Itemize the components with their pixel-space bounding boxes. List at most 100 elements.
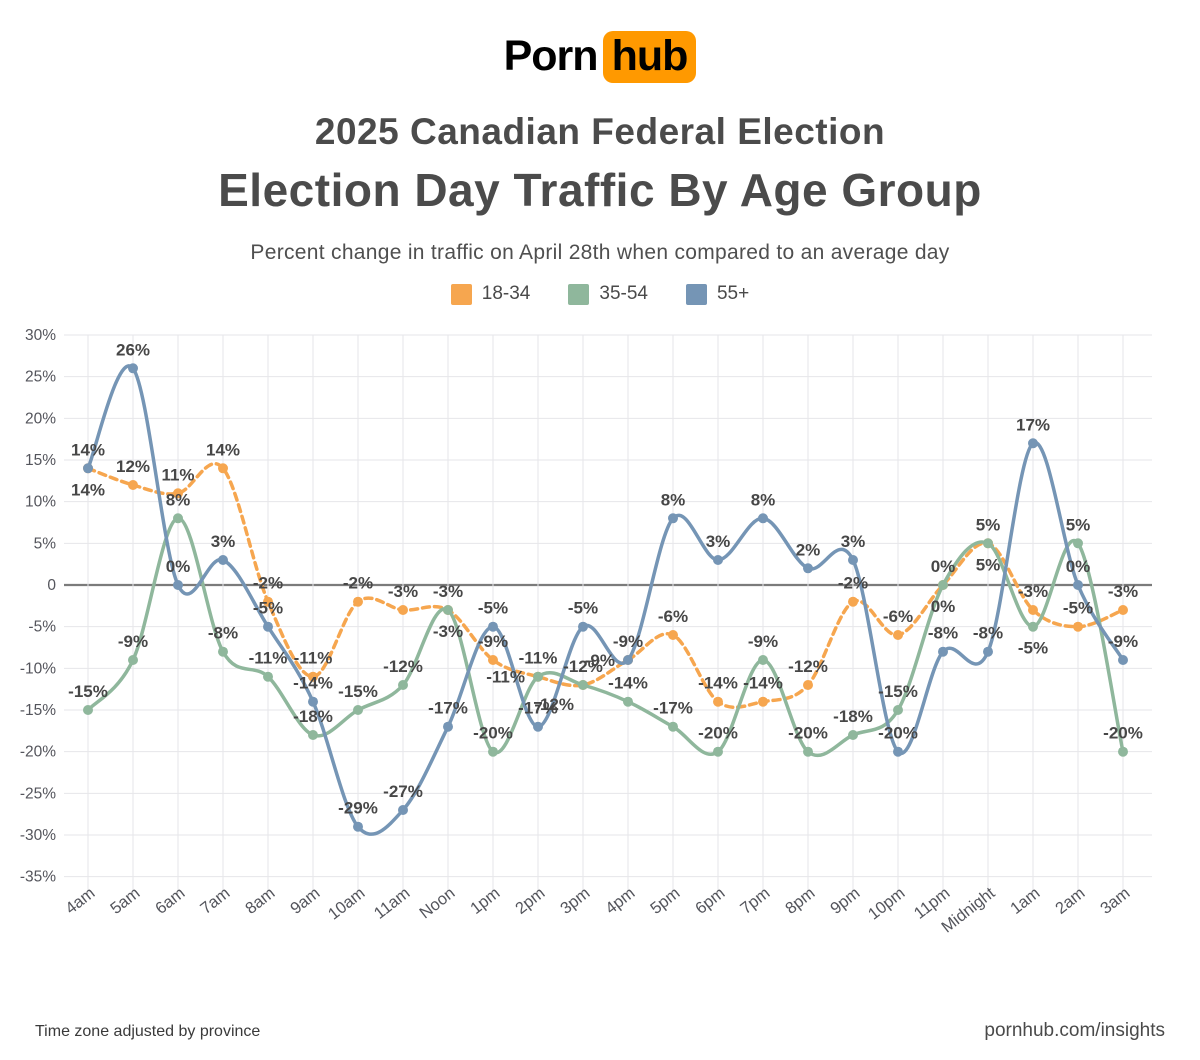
header: Porn hub 2025 Canadian Federal Election E… xyxy=(0,0,1200,305)
pornhub-logo: Porn hub xyxy=(503,31,697,83)
x-axis-tick-label: 1pm xyxy=(467,884,503,918)
legend-item-18-34: 18-34 xyxy=(450,283,531,305)
data-label-35-54: -5% xyxy=(1018,639,1048,658)
data-point-55+ xyxy=(803,563,813,574)
x-axis-tick-label: 4am xyxy=(62,884,98,918)
data-label-18-34: -9% xyxy=(585,651,615,670)
data-point-35-54 xyxy=(938,580,948,590)
data-label-55+: -5% xyxy=(478,599,508,618)
data-label-35-54: -15% xyxy=(68,682,108,701)
data-point-35-54 xyxy=(1118,746,1128,757)
data-label-18-34: -11% xyxy=(294,649,333,668)
data-point-55+ xyxy=(173,580,183,590)
x-axis-tick-label: 10am xyxy=(325,884,369,924)
data-label-35-54: 5% xyxy=(976,515,1001,534)
data-label-55+: -5% xyxy=(568,599,598,618)
data-point-35-54 xyxy=(488,746,498,757)
data-point-35-54 xyxy=(893,705,903,715)
data-label-55+: -17% xyxy=(428,699,468,718)
data-point-55+ xyxy=(623,655,633,665)
data-label-55+: -20% xyxy=(878,724,918,743)
x-axis-tick-label: 6am xyxy=(152,884,188,918)
footer-note: Time zone adjusted by province xyxy=(35,1023,261,1040)
x-axis-tick-label: 2am xyxy=(1052,884,1088,918)
data-label-18-34: -6% xyxy=(658,607,688,626)
data-label-35-54: -18% xyxy=(833,707,873,726)
data-point-35-54 xyxy=(173,513,183,524)
data-point-55+ xyxy=(488,621,498,632)
data-point-18-34 xyxy=(263,596,273,607)
y-axis-tick-label: -10% xyxy=(20,660,56,677)
legend-swatch-18-34 xyxy=(450,283,472,305)
page-title: Election Day Traffic By Age Group xyxy=(218,164,982,216)
data-label-18-34: -9% xyxy=(478,632,508,651)
data-point-55+ xyxy=(983,646,993,657)
data-point-18-34 xyxy=(893,630,903,640)
data-point-35-54 xyxy=(1073,538,1083,549)
data-label-18-34: -3% xyxy=(388,582,418,601)
data-point-18-34 xyxy=(128,480,138,490)
data-point-18-34 xyxy=(1073,621,1083,632)
legend-item-35-54: 35-54 xyxy=(568,283,648,305)
data-label-35-54: -20% xyxy=(788,724,828,743)
x-axis-tick-label: 3pm xyxy=(557,884,593,918)
data-label-55+: -8% xyxy=(973,624,1003,643)
data-label-18-34: 5% xyxy=(976,555,1001,574)
data-label-18-34: -12% xyxy=(563,657,603,676)
data-label-35-54: 5% xyxy=(1066,515,1091,534)
data-label-35-54: -17% xyxy=(653,699,693,718)
data-point-55+ xyxy=(668,513,678,524)
x-axis-tick-label: 10pm xyxy=(865,884,909,924)
series-line-55+ xyxy=(86,364,1125,836)
data-point-18-34 xyxy=(758,696,768,707)
x-axis-tick-label: Noon xyxy=(416,884,458,922)
legend-swatch-55+ xyxy=(685,283,707,305)
data-point-18-34 xyxy=(1118,605,1128,615)
data-point-35-54 xyxy=(263,671,273,682)
data-label-18-34: -3% xyxy=(1108,582,1138,601)
data-label-35-54: -14% xyxy=(608,674,648,693)
data-point-55+ xyxy=(218,555,228,565)
x-axis-tick-label: 7am xyxy=(197,884,233,918)
data-point-55+ xyxy=(1028,438,1038,449)
x-axis-tick-label: 7pm xyxy=(737,884,773,918)
y-axis-tick-label: -20% xyxy=(20,744,56,761)
legend: 18-34 35-54 55+ xyxy=(0,283,1200,305)
data-point-55+ xyxy=(443,721,453,732)
data-point-35-54 xyxy=(848,730,858,740)
data-point-55+ xyxy=(128,363,138,374)
data-label-35-54: -15% xyxy=(338,682,378,701)
y-axis-tick-label: 10% xyxy=(25,494,56,511)
y-axis-tick-label: 25% xyxy=(25,369,56,386)
x-axis-tick-label: 3am xyxy=(1097,884,1133,918)
data-label-55+: -17% xyxy=(518,699,558,718)
chart-supertitle: 2025 Canadian Federal Election xyxy=(314,111,886,152)
data-point-35-54 xyxy=(983,538,993,549)
data-point-35-54 xyxy=(398,680,408,690)
legend-label: 18-34 xyxy=(481,283,531,304)
data-label-18-34: -11% xyxy=(519,649,558,668)
data-label-55+: 8% xyxy=(751,490,776,509)
data-point-55+ xyxy=(83,463,93,474)
data-label-35-54: 0% xyxy=(931,557,956,576)
data-point-35-54 xyxy=(803,746,813,757)
data-point-55+ xyxy=(263,621,273,632)
data-label-55+: -5% xyxy=(253,599,283,618)
data-point-35-54 xyxy=(758,655,768,665)
data-label-55+: -29% xyxy=(338,799,378,818)
data-point-55+ xyxy=(893,746,903,757)
data-point-18-34 xyxy=(803,680,813,690)
y-axis-tick-label: 20% xyxy=(25,410,56,427)
data-point-35-54 xyxy=(533,671,543,682)
data-label-18-34: 14% xyxy=(206,440,240,459)
data-label-55+: -14% xyxy=(293,674,333,693)
data-label-35-54: -9% xyxy=(118,632,148,651)
data-point-35-54 xyxy=(668,721,678,732)
chart-area: 30% 25% 20% 15% 10% 5% 0 -5% -10% -15% -20% -25% -30… xyxy=(0,311,1200,956)
logo-text-hub: hub xyxy=(602,31,697,83)
data-label-55+: 3% xyxy=(706,532,731,551)
legend-label: 55+ xyxy=(716,283,750,304)
data-label-55+: -27% xyxy=(383,782,423,801)
logo-text-porn: Porn xyxy=(503,32,599,80)
data-point-18-34 xyxy=(713,696,723,707)
